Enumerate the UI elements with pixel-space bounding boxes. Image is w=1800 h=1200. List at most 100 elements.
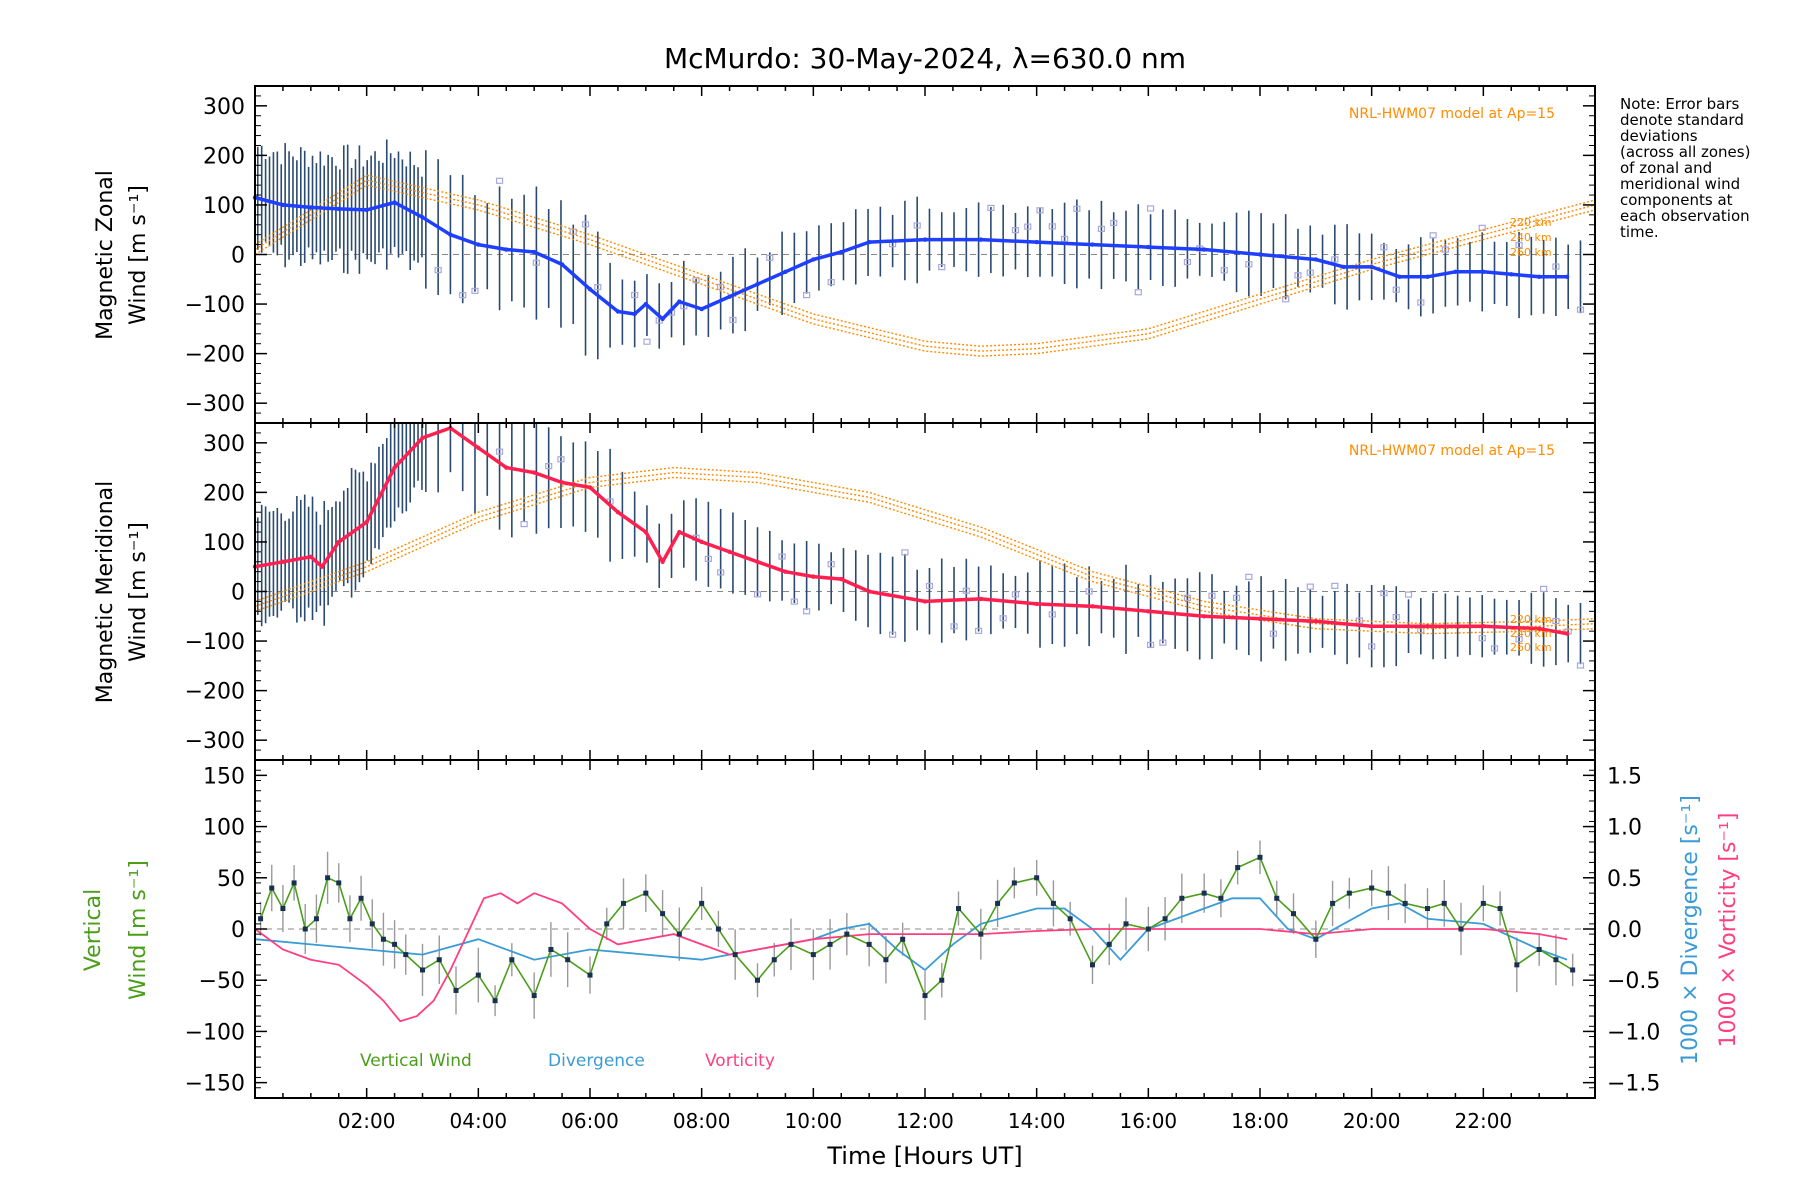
meridional-wind-point (660, 559, 665, 564)
zonal-zone-marker (1220, 267, 1228, 274)
zonal-wind-point (839, 249, 844, 255)
meridional-model-group (254, 466, 1596, 635)
vertical-wind-point (1425, 906, 1430, 912)
zonal-zone-marker (532, 259, 541, 266)
meridional-y-tick-label: −100 (185, 630, 245, 655)
meridional-wind-point (1313, 619, 1319, 624)
meridional-zone-marker (1368, 643, 1376, 650)
zonal-model-height-220: 220 km (1510, 216, 1552, 229)
meridional-zone-marker (1146, 641, 1155, 649)
vertical-wind-point (1458, 926, 1464, 932)
vertical-wind-point (392, 941, 398, 947)
vertical-wind-point (643, 890, 649, 896)
zonal-zone-marker (1011, 227, 1020, 234)
vertical-wind-point (269, 885, 275, 891)
zonal-zone-marker (1146, 205, 1155, 212)
zonal-model-height-260: 260 km (1510, 246, 1552, 259)
meridional-wind-point (1369, 623, 1374, 629)
x-axis-ticklabels-group: 02:00 04:00 06:00 08:00 10:00 12:00 14:00 16:00… (338, 1109, 1512, 1133)
meridional-zone-marker (803, 608, 811, 615)
zonal-wind-point (308, 205, 314, 210)
zonal-wind-point (866, 239, 872, 245)
meridional-zone-marker (778, 553, 786, 560)
zonal-wind-point (1509, 272, 1514, 277)
zonal-zone-marker (1282, 296, 1290, 303)
vertical-wind-point (604, 921, 610, 927)
vertical-wind-point (1050, 900, 1056, 906)
vertical-wind-point (509, 957, 515, 963)
vertical-series-group (254, 840, 1576, 1023)
legend-vorticity: Vorticity (705, 1051, 775, 1071)
zonal-wind-point (615, 309, 621, 314)
zonal-zone-marker (471, 287, 479, 294)
vertical-y-tick-label: 0 (231, 918, 245, 943)
right-y-tick-label: 1.0 (1607, 816, 1642, 841)
meridional-ticks-group: 300 200 100 0 −100 −200 −300 (185, 423, 1596, 760)
zonal-wind-point (1369, 264, 1374, 270)
vertical-wind-point (403, 952, 409, 958)
zonal-zone-marker (827, 279, 835, 286)
meridional-wind-point (1481, 623, 1486, 629)
vertical-wind-point (1106, 941, 1112, 947)
zonal-wind-point (587, 286, 593, 292)
right-y-tick-label: 0.0 (1607, 918, 1642, 943)
vertical-wind-point (755, 977, 760, 983)
meridional-y-tick-label: −200 (185, 680, 245, 705)
meridional-model-curve-2 (254, 476, 1596, 635)
note-line: Note: Error bars (1620, 95, 1740, 113)
meridional-model-curve-1 (254, 466, 1596, 625)
meridional-wind-point (1090, 604, 1095, 609)
vertical-wind-point (771, 957, 777, 963)
vertical-wind-point (1313, 936, 1319, 942)
meridional-wind-point (866, 589, 872, 594)
zonal-wind-point (1564, 274, 1570, 280)
vertical-wind-point (732, 952, 738, 958)
zonal-zone-marker (495, 177, 504, 184)
vertical-ticks-group: 150 100 50 0 −50 −100 −150 1.5 1.0 0.5 0.0 −0.5 −1.0… (185, 760, 1660, 1098)
vertical-wind-point (1369, 885, 1375, 891)
meridional-y-tick-label: 0 (231, 581, 245, 606)
meridional-wind-point (336, 539, 341, 545)
zonal-zone-marker (987, 204, 995, 211)
vertical-wind-point (1514, 962, 1520, 968)
x-tick-label: 02:00 (338, 1109, 396, 1133)
zonal-model-group (254, 174, 1596, 357)
vertical-ylabel-line1: Vertical (81, 889, 106, 971)
zonal-y-tick-label: 100 (203, 194, 245, 219)
zonal-zone-marker (1134, 289, 1142, 296)
zonal-zone-marker (938, 264, 946, 271)
zonal-zone-marker (1245, 261, 1253, 268)
zonal-zone-marker (594, 283, 602, 291)
meridional-zone-marker (901, 549, 909, 556)
zonal-wind-point (660, 316, 665, 322)
meridional-zone-marker (790, 598, 798, 605)
meridional-wind-point (811, 574, 816, 579)
vertical-ylabel-line2: Wind [m s⁻¹] (126, 860, 151, 1000)
meridional-wind-point (308, 554, 314, 560)
zonal-wind-point (755, 282, 760, 287)
vertical-wind-point (492, 998, 498, 1004)
meridional-wind-point (531, 470, 537, 475)
zonal-wind-point (1453, 269, 1458, 275)
meridional-wind-point (1146, 609, 1151, 614)
vertical-wind-point (1480, 900, 1486, 906)
vertical-wind-point (956, 906, 961, 912)
divergence-ylabel: 1000 × Divergence [s⁻¹] (1678, 795, 1703, 1065)
meridional-wind-point (755, 559, 760, 564)
meridional-zone-marker (545, 463, 553, 470)
meridional-wind-point (1034, 601, 1039, 607)
meridional-model-label: NRL-HWM07 model at Ap=15 (1349, 443, 1555, 459)
vertical-wind-point (827, 941, 833, 947)
x-tick-label: 08:00 (673, 1109, 731, 1133)
x-tick-label: 22:00 (1455, 1109, 1513, 1133)
vertical-y-tick-label: 100 (203, 816, 245, 841)
legend-divergence: Divergence (548, 1051, 645, 1071)
x-tick-label: 06:00 (561, 1109, 619, 1133)
zonal-series-group (252, 195, 1570, 322)
zonal-wind-point (783, 269, 788, 275)
vertical-wind-point (1235, 865, 1241, 871)
meridional-wind-line (254, 426, 1568, 636)
zonal-wind-point (1397, 274, 1402, 280)
note-line: (across all zones) (1620, 143, 1751, 161)
vertical-wind-point (866, 941, 872, 947)
